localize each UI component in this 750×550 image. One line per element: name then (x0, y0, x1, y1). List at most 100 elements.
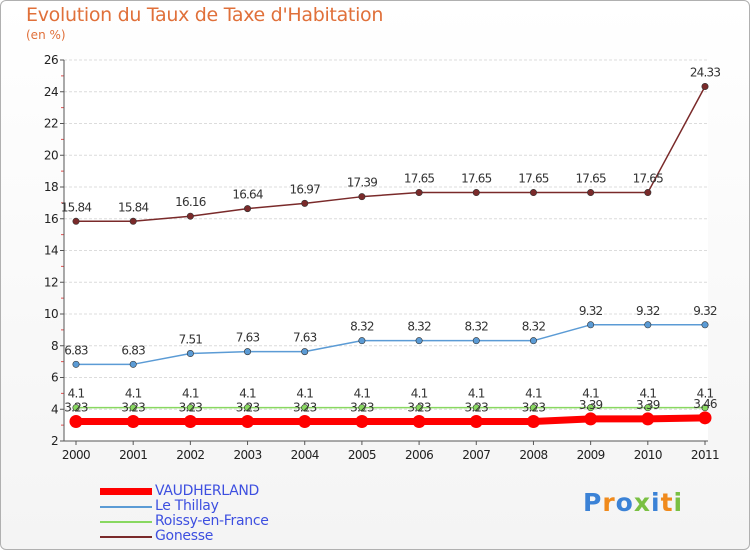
series-line-gonesse (76, 86, 706, 223)
data-label: 9.32 (579, 304, 603, 318)
data-label: 3.39 (636, 398, 660, 412)
legend-label-le-thillay: Le Thillay (155, 498, 219, 514)
data-point (301, 199, 309, 207)
logo-letter: r (602, 488, 616, 517)
data-label: 4.1 (639, 387, 656, 401)
data-label: 3.23 (121, 400, 145, 414)
chart-title: Evolution du Taux de Taxe d'Habitation (26, 4, 384, 26)
data-point (69, 414, 83, 428)
data-point (526, 414, 540, 428)
y-tick-label: 26 (44, 53, 58, 67)
data-label: 6.83 (64, 343, 88, 357)
data-point (587, 189, 595, 197)
y-tick-label: 20 (44, 148, 58, 162)
y-tick-label: 18 (44, 180, 58, 194)
logo-letter: P (583, 488, 603, 517)
data-point (129, 404, 137, 412)
data-label: 4.1 (68, 387, 85, 401)
data-point (412, 414, 426, 428)
logo-letter: x (633, 488, 651, 517)
logo-letter: i (651, 488, 661, 517)
data-label: 3.39 (579, 398, 603, 412)
data-point (126, 414, 140, 428)
legend-label-gonesse: Gonesse (155, 528, 214, 544)
data-point (587, 404, 595, 412)
data-point (244, 348, 252, 356)
unit-label: (en %) (26, 28, 66, 42)
data-label: 16.16 (175, 195, 206, 209)
data-point (129, 217, 137, 225)
data-label: 3.23 (465, 400, 489, 414)
x-tick-label: 2002 (176, 448, 204, 462)
data-label: 7.63 (236, 331, 260, 345)
data-point (701, 321, 709, 329)
data-point (644, 404, 652, 412)
logo-letter: o (615, 488, 634, 517)
data-point (469, 414, 483, 428)
data-point (644, 321, 652, 329)
data-point (358, 337, 366, 345)
data-point (186, 404, 194, 412)
data-point (529, 337, 537, 345)
series-line-le-thillay (76, 324, 705, 366)
data-label: 24.33 (690, 66, 721, 80)
data-label: 15.84 (118, 200, 149, 214)
data-label: 3.23 (522, 400, 546, 414)
data-label: 3.23 (236, 400, 260, 414)
x-tick-label: 2004 (291, 448, 319, 462)
y-tick-label: 14 (44, 244, 58, 258)
data-point (186, 212, 194, 220)
data-point (301, 404, 309, 412)
data-point (72, 217, 80, 225)
data-label: 4.1 (182, 387, 199, 401)
data-point (529, 189, 537, 197)
data-point (415, 404, 423, 412)
data-label: 15.84 (61, 200, 92, 214)
data-point (472, 404, 480, 412)
logo-letter: i (673, 488, 684, 517)
y-tick-label: 4 (51, 402, 58, 416)
data-point (358, 404, 366, 412)
legend-label-roissy: Roissy-en-France (155, 513, 269, 529)
data-label: 4.1 (525, 387, 542, 401)
data-point (183, 414, 197, 428)
x-tick-label: 2001 (119, 448, 147, 462)
y-tick-label: 24 (44, 85, 58, 99)
legend-swatch-roissy (100, 521, 152, 523)
data-point (698, 411, 712, 425)
data-label: 17.39 (347, 176, 378, 190)
data-point (641, 412, 655, 426)
data-label: 9.32 (693, 304, 717, 318)
legend-label-vaudherland: VAUDHERLAND (155, 483, 260, 499)
data-point (415, 337, 423, 345)
data-label: 16.97 (290, 182, 321, 196)
data-point (472, 337, 480, 345)
data-point (244, 205, 252, 213)
data-point (129, 360, 137, 368)
data-label: 4.1 (239, 387, 256, 401)
y-tick-label: 16 (44, 212, 58, 226)
data-label: 3.23 (293, 400, 317, 414)
data-label: 4.1 (411, 387, 428, 401)
legend-swatch-gonesse (100, 536, 152, 538)
data-point (587, 321, 595, 329)
data-label: 17.65 (518, 172, 549, 186)
data-point (701, 83, 709, 91)
data-label: 4.1 (697, 387, 714, 401)
y-tick-label: 6 (51, 371, 58, 385)
x-tick-label: 2008 (519, 448, 547, 462)
data-label: 6.83 (121, 343, 145, 357)
data-point (529, 404, 537, 412)
data-label: 4.1 (125, 387, 142, 401)
data-label: 3.23 (64, 400, 88, 414)
y-tick-label: 8 (51, 339, 58, 353)
data-label: 7.51 (179, 333, 203, 347)
x-tick-label: 2003 (233, 448, 261, 462)
proxiti-logo: Proxiti (583, 488, 683, 517)
data-label: 3.23 (179, 400, 203, 414)
data-label: 9.32 (636, 304, 660, 318)
data-label: 4.1 (582, 387, 599, 401)
data-label: 16.64 (232, 188, 263, 202)
data-label: 7.63 (293, 331, 317, 345)
